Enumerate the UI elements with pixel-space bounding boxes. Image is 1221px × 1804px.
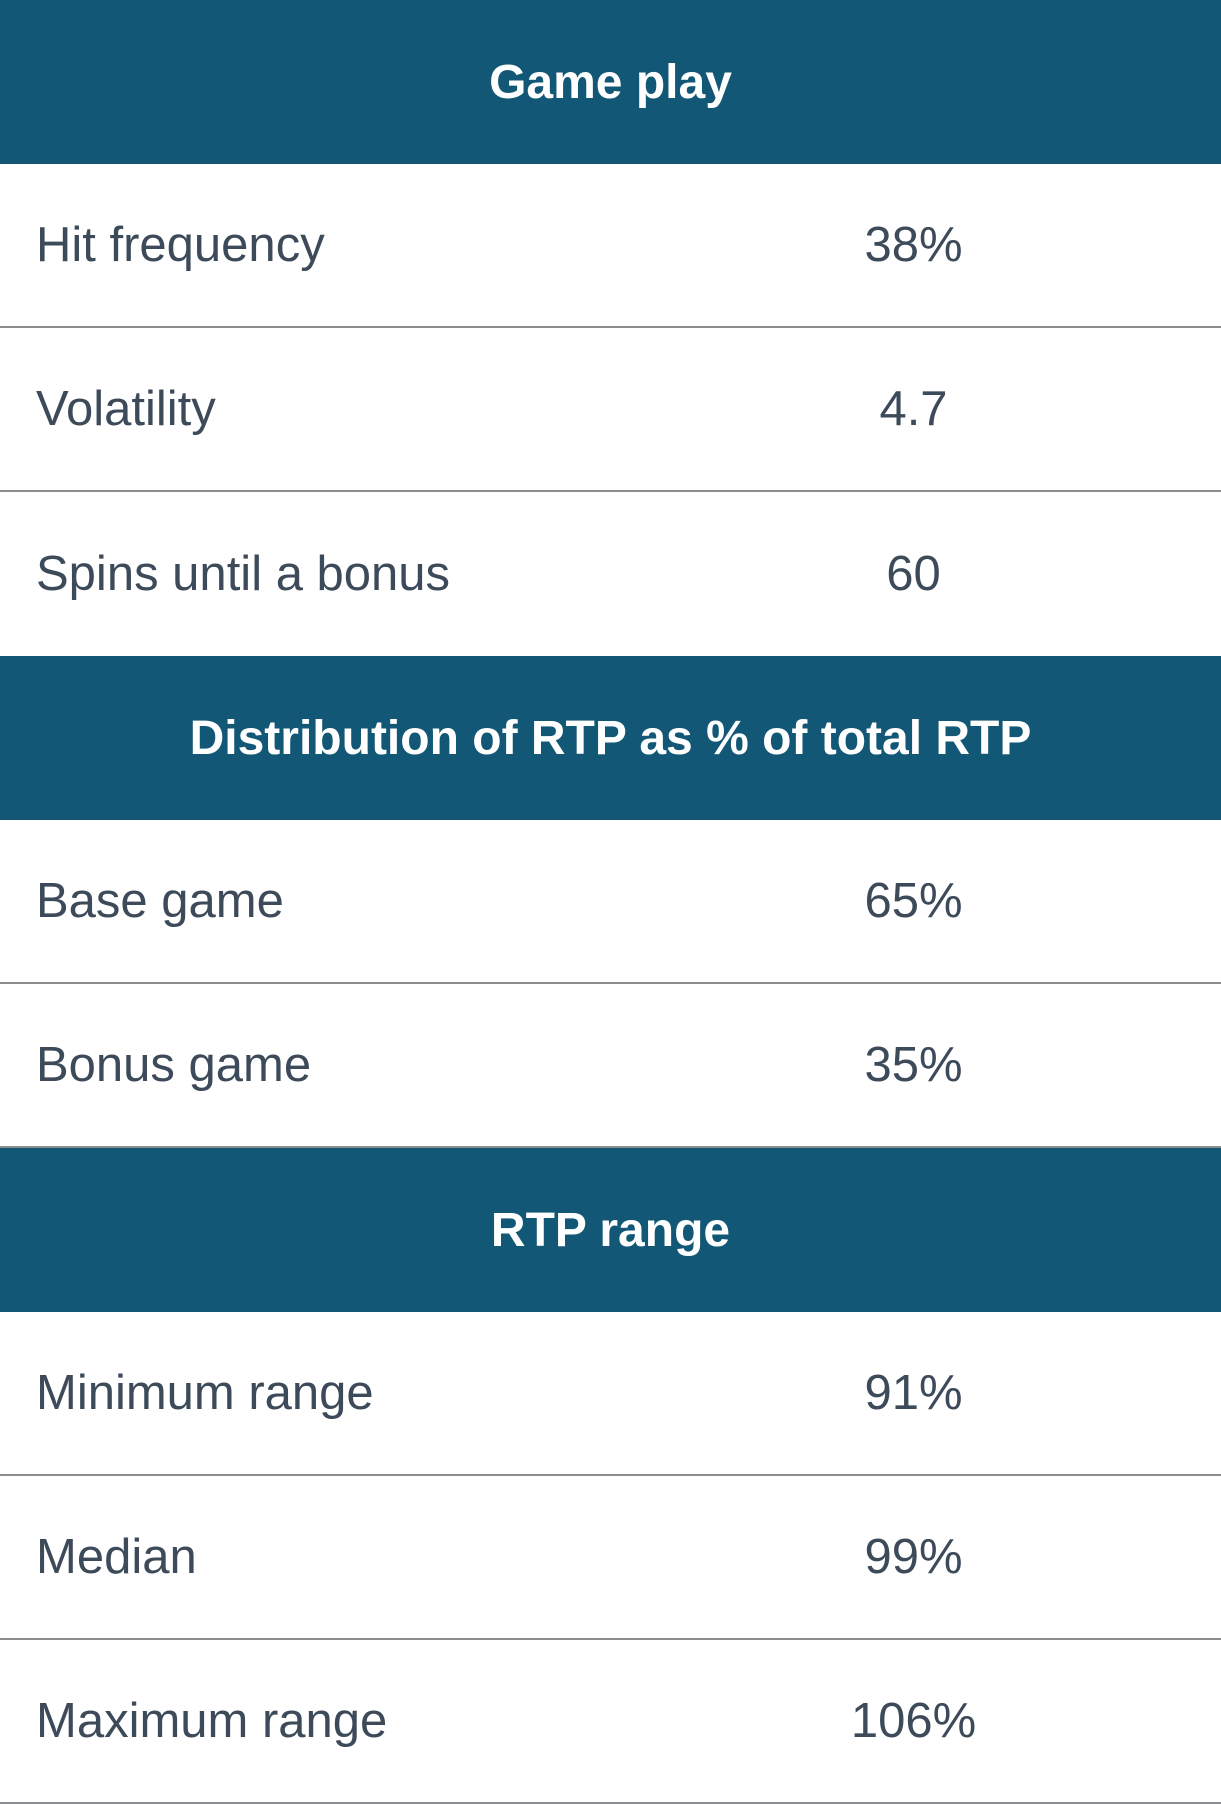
row-label: Minimum range: [36, 1366, 374, 1420]
table-row: Base game 65%: [0, 820, 1221, 984]
table-row: Hit frequency 38%: [0, 164, 1221, 328]
row-label: Median: [36, 1530, 197, 1584]
table-row: Median 99%: [0, 1476, 1221, 1640]
row-value: 65%: [864, 874, 963, 928]
row-value: 99%: [864, 1530, 963, 1584]
row-value: 35%: [864, 1038, 963, 1092]
row-value: 91%: [864, 1366, 963, 1420]
section-header-rtp-distribution: Distribution of RTP as % of total RTP: [0, 656, 1221, 820]
row-value: 106%: [850, 1694, 977, 1748]
table-row: Maximum range 106%: [0, 1640, 1221, 1804]
table-row: Volatility 4.7: [0, 328, 1221, 492]
section-title: Distribution of RTP as % of total RTP: [189, 711, 1032, 765]
row-label: Base game: [36, 874, 284, 928]
section-header-rtp-range: RTP range: [0, 1148, 1221, 1312]
row-value: 60: [886, 547, 941, 601]
row-label: Volatility: [36, 382, 216, 436]
section-header-game-play: Game play: [0, 0, 1221, 164]
table-row: Minimum range 91%: [0, 1312, 1221, 1476]
row-label: Maximum range: [36, 1694, 388, 1748]
row-value: 38%: [864, 218, 963, 272]
table-row: Bonus game 35%: [0, 984, 1221, 1148]
row-label: Hit frequency: [36, 218, 325, 272]
table-row: Spins until a bonus 60: [0, 492, 1221, 656]
row-value: 4.7: [879, 382, 948, 436]
section-title: RTP range: [490, 1203, 731, 1257]
row-label: Bonus game: [36, 1038, 312, 1092]
section-title: Game play: [489, 55, 732, 109]
row-label: Spins until a bonus: [36, 547, 451, 601]
